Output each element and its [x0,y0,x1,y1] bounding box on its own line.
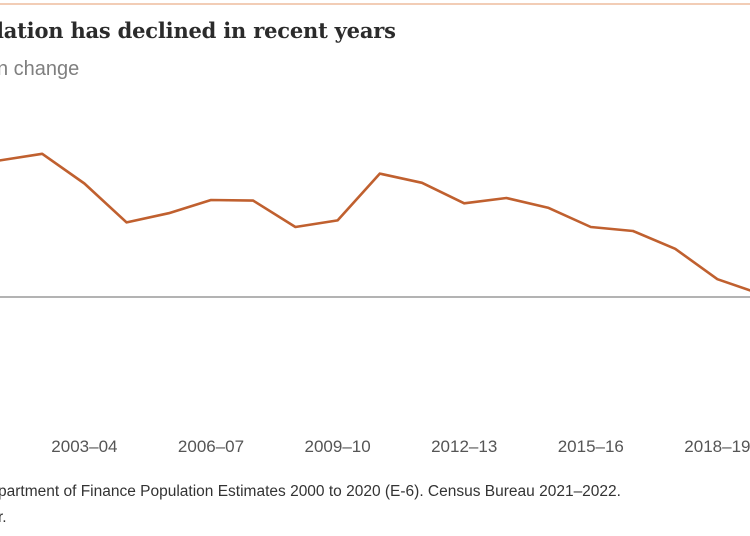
x-axis-tick-labels: 2003–04 2006–07 2009–10 2012–13 2015–16 2018–… [51,437,750,456]
x-tick-label: 2009–10 [305,437,371,456]
footnote: r. [0,509,7,526]
x-tick-label: 2003–04 [51,437,117,456]
x-tick-label: 2015–16 [558,437,624,456]
chart-subtitle: n change [0,58,80,80]
source-note: partment of Finance Population Estimates… [0,483,621,500]
x-tick-label: 2018–19 [684,437,750,456]
x-tick-label: 2012–13 [431,437,497,456]
x-tick-label: 2006–07 [178,437,244,456]
chart-title: lation has declined in recent years [0,18,396,43]
top-rule [0,3,750,5]
series-layer [0,152,750,292]
series-line-0 [0,152,750,292]
